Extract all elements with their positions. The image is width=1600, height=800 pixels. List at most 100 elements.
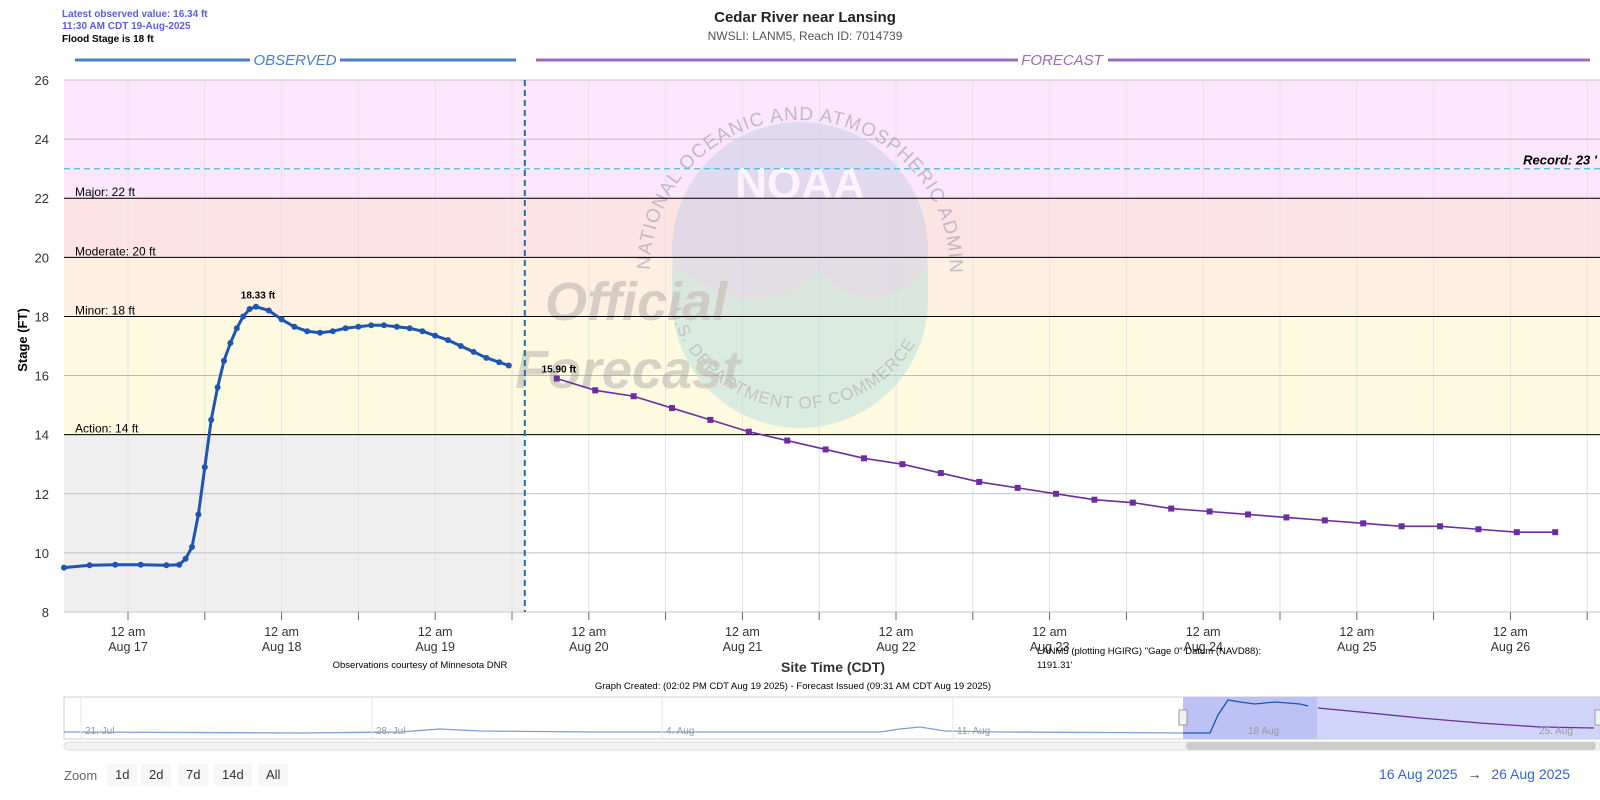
- forecast-point: [1552, 529, 1559, 536]
- x-tick-label-date: Aug 17: [108, 640, 148, 654]
- threshold-label: Minor: 18 ft: [75, 303, 136, 317]
- forecast-point: [976, 478, 983, 485]
- observed-point: [163, 562, 170, 569]
- observed-point: [201, 464, 208, 471]
- datum-note-line2: 1191.31': [1037, 660, 1073, 671]
- threshold-label: Action: 14 ft: [75, 422, 139, 436]
- observed-point: [221, 357, 227, 364]
- forecast-point: [822, 446, 829, 453]
- y-tick-label: 24: [35, 132, 49, 147]
- navigator-date-label: 4. Aug: [666, 726, 694, 737]
- forecast-point: [1437, 523, 1443, 530]
- observed-point: [137, 561, 144, 568]
- threshold-lines: Action: 14 ft Minor: 18 ft Moderate: 20 ft…: [64, 153, 1600, 436]
- forecast-point: [1206, 508, 1213, 515]
- observed-point: [419, 328, 426, 335]
- x-tick-label-time: 12 am: [879, 625, 914, 639]
- observed-point: [208, 416, 215, 423]
- forecast-point: [1168, 505, 1175, 512]
- observed-point: [189, 543, 195, 550]
- observed-point: [505, 362, 512, 369]
- forecast-point: [1245, 511, 1251, 518]
- forecast-point: [1475, 526, 1482, 533]
- observed-point: [227, 340, 234, 347]
- chart-subtitle: NWSLI: LANM5, Reach ID: 7014739: [708, 29, 903, 43]
- observed-point: [329, 328, 336, 335]
- zoom-button-1d[interactable]: 1d: [107, 764, 138, 786]
- navigator-scrollbar-thumb[interactable]: [1186, 742, 1596, 750]
- observed-point: [86, 562, 93, 569]
- x-tick-label-date: Aug 22: [876, 640, 916, 654]
- zoom-label: Zoom: [64, 768, 98, 783]
- watermark-forecast: Forecast: [515, 340, 742, 400]
- observed-point: [393, 323, 400, 330]
- observed-point: [253, 303, 259, 310]
- navigator-date-label: 25. Aug: [1539, 726, 1573, 737]
- navigator-forecast-line: [1317, 707, 1595, 729]
- observed-point: [342, 325, 349, 332]
- threshold-label: Major: 22 ft: [75, 185, 136, 199]
- observed-point: [381, 322, 387, 329]
- observed-point: [214, 384, 221, 391]
- forecast-point: [707, 416, 714, 423]
- date-range-display[interactable]: 16 Aug 2025 → 26 Aug 2025: [1379, 766, 1570, 782]
- navigator-date-label: 18 Aug: [1248, 726, 1279, 737]
- forecast-header-label: FORECAST: [1021, 52, 1105, 69]
- navigator-handle-left[interactable]: [1178, 709, 1188, 726]
- forecast-point: [1283, 514, 1290, 521]
- navigator[interactable]: 21. Jul 28. Jul 4. Aug 11. Aug 18 Aug 25. Aug: [63, 696, 1600, 751]
- observed-point: [445, 337, 451, 344]
- y-tick-label: 18: [35, 309, 49, 324]
- x-tick-label-date: Aug 23: [1030, 640, 1070, 654]
- zoom-button-all[interactable]: All: [258, 764, 289, 786]
- x-tick-label-date: Aug 19: [415, 640, 455, 654]
- zone-observed-normal: [64, 434, 525, 612]
- y-tick-label: 26: [35, 73, 49, 88]
- x-tick-label-time: 12 am: [725, 625, 760, 639]
- observed-point: [432, 332, 439, 339]
- datum-note-line1: LANM5 (plotting HGIRG) "Gage 0" Datum (N…: [1037, 646, 1261, 657]
- range-from[interactable]: 16 Aug 2025: [1378, 766, 1458, 782]
- range-to[interactable]: 26 Aug 2025: [1491, 766, 1570, 782]
- forecast-point: [1360, 520, 1367, 527]
- hydrograph-svg: Latest observed value: 16.34 ft 11:30 AM…: [0, 0, 1600, 751]
- observed-point: [182, 555, 189, 562]
- observed-point: [112, 561, 119, 568]
- observed-point: [61, 564, 67, 571]
- observed-point: [233, 325, 240, 332]
- forecast-point: [1513, 529, 1520, 536]
- x-tick-label-date: Aug 26: [1491, 640, 1531, 654]
- noaa-logo-wave: [672, 265, 928, 428]
- x-tick-label-date: Aug 21: [723, 640, 763, 654]
- x-axis-title: Site Time (CDT): [781, 659, 885, 675]
- observed-point: [240, 313, 247, 320]
- zoom-button-14d[interactable]: 14d: [214, 764, 252, 786]
- latest-observed-value: Latest observed value: 16.34 ft: [62, 9, 208, 20]
- latest-observed-time: 11:30 AM CDT 19-Aug-2025: [62, 21, 191, 32]
- threshold-label: Moderate: 20 ft: [75, 244, 156, 258]
- y-tick-label: 20: [35, 250, 49, 265]
- y-tick-label: 16: [35, 369, 49, 384]
- forecast-point: [784, 437, 791, 444]
- watermark-official: Official: [545, 272, 728, 332]
- observed-header-label: OBSERVED: [253, 52, 336, 69]
- y-tick-label: 8: [42, 605, 49, 620]
- x-tick-label-time: 12 am: [1032, 625, 1067, 639]
- observed-point: [368, 322, 375, 329]
- forecast-point: [669, 405, 675, 412]
- zoom-button-7d[interactable]: 7d: [178, 764, 209, 786]
- zoom-button-2d[interactable]: 2d: [141, 764, 172, 786]
- x-tick-label-date: Aug 18: [262, 640, 302, 654]
- x-tick-label-time: 12 am: [571, 625, 606, 639]
- y-axis-title: Stage (FT): [15, 308, 30, 372]
- observed-point: [496, 359, 503, 366]
- observed-point: [195, 511, 202, 518]
- observed-point: [278, 316, 285, 323]
- navigator-handle-right[interactable]: [1594, 709, 1600, 726]
- flood-stage-note: Flood Stage is 18 ft: [62, 34, 154, 45]
- forecast-start-label: 15.90 ft: [542, 365, 577, 376]
- forecast-point: [1014, 484, 1021, 491]
- navigator-date-label: 21. Jul: [85, 726, 114, 737]
